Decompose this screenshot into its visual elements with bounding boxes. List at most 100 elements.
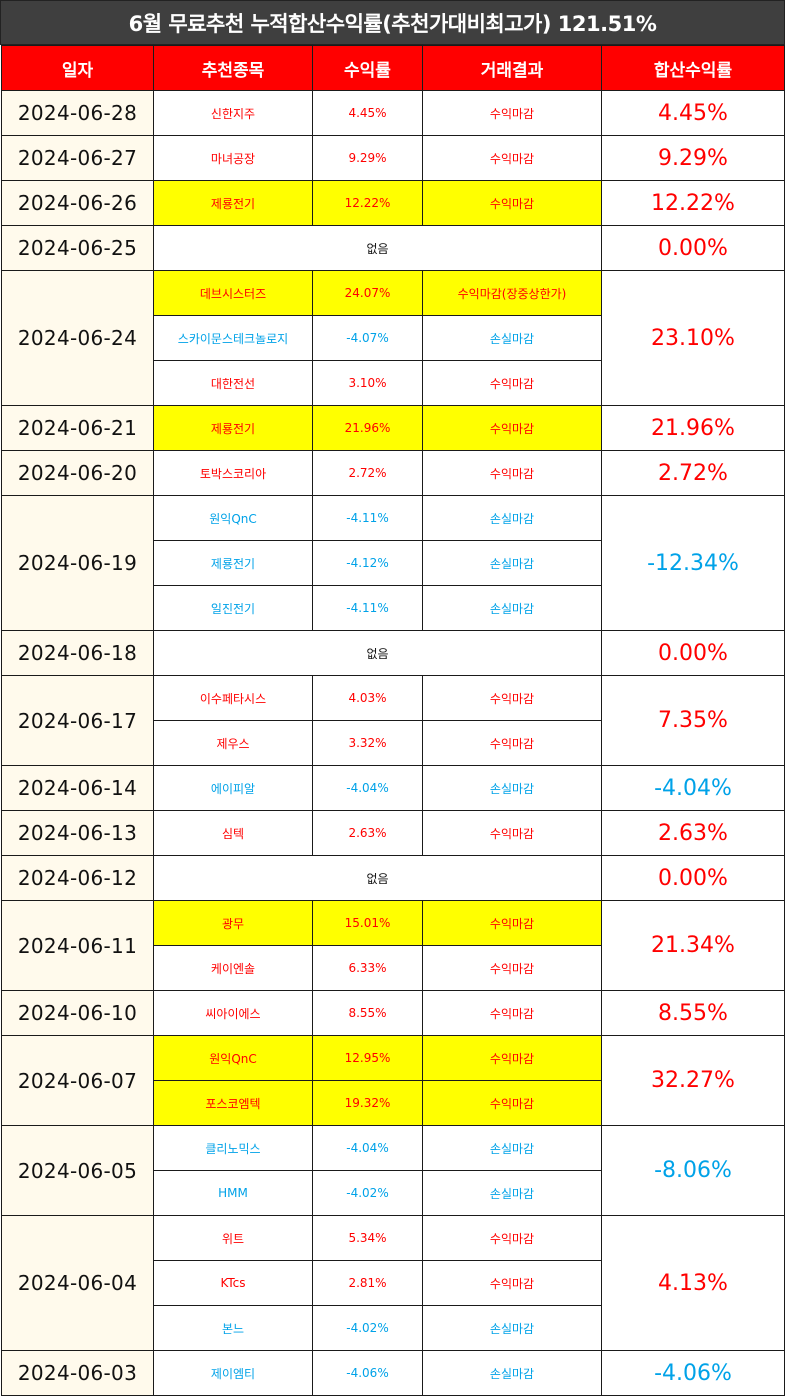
date-cell: 2024-06-24 bbox=[1, 270, 154, 406]
date-cell: 2024-06-21 bbox=[1, 405, 154, 451]
date-cell: 2024-06-04 bbox=[1, 1215, 154, 1351]
total-return-cell: 21.34% bbox=[601, 900, 785, 991]
date-cell: 2024-06-10 bbox=[1, 990, 154, 1036]
table-row: 2024-06-19 원익QnC -4.11% 손실마감 -12.34% bbox=[1, 495, 785, 631]
table-row: 스카이문스테크놀로지 -4.07% 손실마감 bbox=[2, 315, 785, 361]
header-stock: 추천종목 bbox=[153, 45, 313, 91]
total-return-cell: 0.00% bbox=[601, 855, 785, 901]
result-cell: 수익마감 bbox=[422, 1215, 602, 1261]
date-cell: 2024-06-05 bbox=[1, 1125, 154, 1216]
return-cell: -4.02% bbox=[312, 1170, 423, 1216]
table-row: 2024-06-18 없음 0.00% bbox=[1, 630, 785, 676]
return-cell: 21.96% bbox=[312, 405, 423, 451]
return-cell: 8.55% bbox=[312, 990, 423, 1036]
total-return-cell: 12.22% bbox=[601, 180, 785, 226]
stock-name-cell: HMM bbox=[153, 1170, 313, 1216]
total-return-cell: -8.06% bbox=[601, 1125, 785, 1216]
total-return-cell: 0.00% bbox=[601, 225, 785, 271]
date-cell: 2024-06-14 bbox=[1, 765, 154, 811]
result-cell: 수익마감 bbox=[422, 675, 602, 721]
table-row: 2024-06-27 마녀공장 9.29% 수익마감 9.29% bbox=[1, 135, 785, 181]
return-cell: 19.32% bbox=[312, 1080, 423, 1126]
table-row: 2024-06-04 위트 5.34% 수익마감 4.13% bbox=[1, 1215, 785, 1351]
date-cell: 2024-06-11 bbox=[1, 900, 154, 991]
stock-name-cell: 스카이문스테크놀로지 bbox=[153, 315, 313, 361]
table-row: 2024-06-03 제이엠티 -4.06% 손실마감 -4.06% bbox=[1, 1350, 785, 1396]
date-cell: 2024-06-26 bbox=[1, 180, 154, 226]
date-cell: 2024-06-18 bbox=[1, 630, 154, 676]
stock-name-cell: 에이피알 bbox=[153, 765, 313, 811]
return-cell: -4.06% bbox=[312, 1350, 423, 1396]
result-cell: 손실마감 bbox=[422, 1170, 602, 1216]
result-cell: 수익마감 bbox=[422, 900, 602, 946]
date-cell: 2024-06-28 bbox=[1, 90, 154, 136]
no-recommendation-cell: 없음 bbox=[153, 225, 602, 271]
result-cell: 손실마감 bbox=[422, 540, 602, 586]
table-row: 대한전선 3.10% 수익마감 bbox=[2, 360, 785, 406]
table-row: 포스코엠텍 19.32% 수익마감 bbox=[2, 1080, 785, 1126]
stock-name-cell: 위트 bbox=[153, 1215, 313, 1261]
stock-name-cell: 케이엔솔 bbox=[153, 945, 313, 991]
result-cell: 수익마감 bbox=[422, 1260, 602, 1306]
table-row: 2024-06-07 원익QnC 12.95% 수익마감 32.27% bbox=[1, 1035, 785, 1126]
date-cell: 2024-06-07 bbox=[1, 1035, 154, 1126]
stock-name-cell: 제룡전기 bbox=[153, 180, 313, 226]
stock-name-cell: 마녀공장 bbox=[153, 135, 313, 181]
return-cell: 24.07% bbox=[312, 270, 423, 316]
total-return-cell: -4.06% bbox=[601, 1350, 785, 1396]
header-date: 일자 bbox=[1, 45, 154, 91]
return-cell: 9.29% bbox=[312, 135, 423, 181]
return-cell: 4.45% bbox=[312, 90, 423, 136]
table-row: 제우스 3.32% 수익마감 bbox=[2, 720, 785, 766]
result-cell: 손실마감 bbox=[422, 1305, 602, 1351]
stock-name-cell: 토박스코리아 bbox=[153, 450, 313, 496]
result-cell: 손실마감 bbox=[422, 1125, 602, 1171]
return-cell: 15.01% bbox=[312, 900, 423, 946]
stock-name-cell: 원익QnC bbox=[153, 495, 313, 541]
return-cell: 2.63% bbox=[312, 810, 423, 856]
return-cell: -4.07% bbox=[312, 315, 423, 361]
total-return-cell: 8.55% bbox=[601, 990, 785, 1036]
return-cell: 2.72% bbox=[312, 450, 423, 496]
table-row: 2024-06-14 에이피알 -4.04% 손실마감 -4.04% bbox=[1, 765, 785, 811]
total-return-cell: 4.45% bbox=[601, 90, 785, 136]
date-cell: 2024-06-20 bbox=[1, 450, 154, 496]
date-cell: 2024-06-13 bbox=[1, 810, 154, 856]
stock-name-cell: 본느 bbox=[153, 1305, 313, 1351]
result-cell: 수익마감 bbox=[422, 945, 602, 991]
stock-name-cell: 이수페타시스 bbox=[153, 675, 313, 721]
return-cell: 4.03% bbox=[312, 675, 423, 721]
total-return-cell: 2.72% bbox=[601, 450, 785, 496]
stock-name-cell: 원익QnC bbox=[153, 1035, 313, 1081]
stock-name-cell: 심텍 bbox=[153, 810, 313, 856]
result-cell: 수익마감 bbox=[422, 90, 602, 136]
result-cell: 수익마감 bbox=[422, 1080, 602, 1126]
stock-name-cell: 광무 bbox=[153, 900, 313, 946]
header-total-return: 합산수익률 bbox=[601, 45, 785, 91]
no-recommendation-cell: 없음 bbox=[153, 855, 602, 901]
date-cell: 2024-06-25 bbox=[1, 225, 154, 271]
result-cell: 수익마감 bbox=[422, 990, 602, 1036]
return-cell: 3.32% bbox=[312, 720, 423, 766]
return-cell: -4.04% bbox=[312, 1125, 423, 1171]
table-row: 일진전기 -4.11% 손실마감 bbox=[2, 585, 785, 631]
date-cell: 2024-06-12 bbox=[1, 855, 154, 901]
table-row: 2024-06-10 씨아이에스 8.55% 수익마감 8.55% bbox=[1, 990, 785, 1036]
result-cell: 손실마감 bbox=[422, 765, 602, 811]
total-return-cell: 0.00% bbox=[601, 630, 785, 676]
result-cell: 수익마감(장중상한가) bbox=[422, 270, 602, 316]
stock-name-cell: 대한전선 bbox=[153, 360, 313, 406]
total-return-cell: 4.13% bbox=[601, 1215, 785, 1351]
total-return-cell: 9.29% bbox=[601, 135, 785, 181]
total-return-cell: -12.34% bbox=[601, 495, 785, 631]
result-cell: 손실마감 bbox=[422, 495, 602, 541]
total-return-cell: 23.10% bbox=[601, 270, 785, 406]
table-row: 2024-06-11 광무 15.01% 수익마감 21.34% bbox=[1, 900, 785, 991]
stock-name-cell: 포스코엠텍 bbox=[153, 1080, 313, 1126]
return-cell: -4.11% bbox=[312, 585, 423, 631]
return-cell: 12.95% bbox=[312, 1035, 423, 1081]
header-return: 수익률 bbox=[312, 45, 423, 91]
stock-name-cell: 신한지주 bbox=[153, 90, 313, 136]
total-return-cell: 7.35% bbox=[601, 675, 785, 766]
table-row: 2024-06-24 데브시스터즈 24.07% 수익마감(장중상한가) 23.10% bbox=[1, 270, 785, 406]
